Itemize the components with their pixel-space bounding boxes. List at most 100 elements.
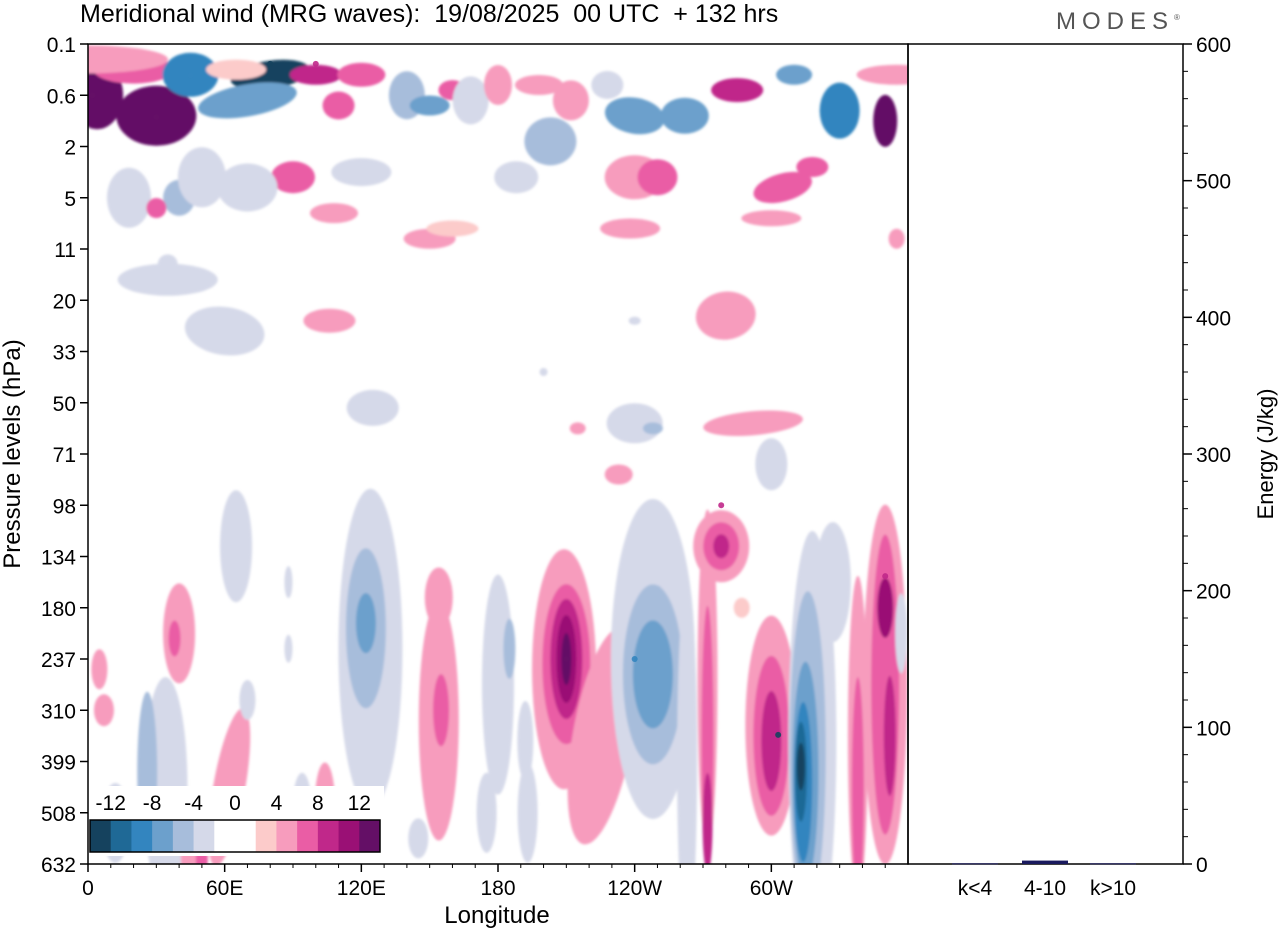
contour-positive [93, 694, 114, 727]
contour-negative [355, 593, 376, 654]
contour-extremum [89, 92, 96, 99]
colorbar-label: -8 [143, 792, 162, 815]
contour-negative [284, 566, 293, 599]
contour-positive [289, 64, 342, 85]
colorbar-swatch [193, 820, 215, 852]
longitude-tick-label: 0 [82, 877, 94, 900]
contour-negative [107, 167, 151, 228]
energy-tick-label: 400 [1196, 307, 1231, 330]
pressure-tick-label: 237 [41, 649, 76, 672]
pressure-tick-label: 0.1 [47, 34, 76, 57]
contour-negative [482, 574, 514, 795]
contour-positive [753, 171, 812, 204]
pressure-tick-label: 632 [41, 854, 76, 877]
energy-tick-label: 300 [1196, 444, 1231, 467]
contour-extremum [563, 656, 570, 662]
contour-positive [796, 157, 829, 177]
contour-positive [337, 62, 386, 87]
longitude-tick-label: 120W [607, 877, 662, 900]
contour-positive [569, 422, 586, 435]
colorbar-swatch [131, 820, 153, 852]
colorbar-label: 8 [312, 792, 324, 815]
contour-extremum [631, 656, 638, 662]
contour-negative [198, 82, 297, 119]
contour-negative [476, 772, 497, 853]
colorbar-swatch [214, 820, 236, 852]
chart-title: Meridional wind (MRG waves): 19/08/2025 … [80, 0, 779, 28]
energy-tick-label: 0 [1196, 854, 1208, 877]
contour-positive [600, 218, 661, 239]
energy-category-label: k<4 [958, 877, 993, 900]
colorbar-swatch [255, 820, 277, 852]
contour-negative [331, 158, 392, 187]
pressure-tick-label: 399 [41, 752, 76, 775]
energy-axis: 0 100 200 300 400 500 600 [1183, 34, 1231, 877]
pressure-tick-label: 508 [41, 803, 76, 826]
pressure-tick-label: 98 [53, 495, 76, 518]
colorbar-label: 0 [229, 792, 241, 815]
contour-positive [515, 75, 563, 95]
contour-negative [494, 161, 539, 194]
energy-tick-label: 100 [1196, 717, 1231, 740]
contour-positive [741, 210, 802, 227]
contour-positive [303, 308, 356, 333]
contour-extremum [775, 731, 782, 738]
pressure-tick-label: 11 [54, 239, 76, 262]
contour-positive [877, 577, 894, 638]
colorbar-label: 12 [348, 792, 371, 815]
contour-negative [651, 585, 664, 610]
contour-negative [517, 762, 538, 863]
pressure-tick-label: 20 [53, 290, 76, 313]
contour-positive [88, 45, 168, 74]
pressure-axis: 0.1 0.6 2 5 11 20 33 50 71 98 134 180 237 310 399 508 63… [41, 34, 88, 877]
energy-tick-label: 200 [1196, 581, 1231, 604]
contour-positive [433, 674, 450, 747]
contour-positive [271, 161, 315, 194]
contour-extremum [882, 573, 889, 580]
energy-bar [952, 863, 998, 865]
longitude-tick-label: 180 [480, 877, 515, 900]
colorbar-swatch [152, 820, 174, 852]
energy-tick-label: 600 [1196, 34, 1231, 57]
pressure-tick-label: 0.6 [47, 85, 76, 108]
contour-negative [217, 163, 278, 212]
contour-negative [503, 618, 516, 679]
colorbar-swatch [235, 820, 257, 852]
longitude-tick-label: 60W [750, 877, 793, 900]
contour-positive [146, 198, 167, 218]
energy-category-label: k>10 [1090, 877, 1136, 900]
energy-tick-label: 500 [1196, 171, 1231, 194]
contour-negative [539, 368, 548, 376]
pressure-tick-label: 134 [41, 547, 76, 570]
contour-negative [895, 593, 908, 674]
colorbar-swatch [297, 820, 319, 852]
contour-negative [776, 64, 813, 85]
colorbar-swatch [276, 820, 298, 852]
colorbar-swatch [110, 820, 132, 852]
longitude-axis: 0 60E 120E 180 120W 60W [82, 864, 886, 900]
contour-negative [220, 490, 253, 603]
contour-negative [409, 95, 450, 116]
contour-positive [552, 80, 589, 121]
contour-negative [604, 97, 665, 135]
y-axis-label: Pressure levels (hPa) [0, 339, 26, 568]
energy-category-label: 4-10 [1024, 877, 1066, 900]
contour-negative [524, 117, 577, 166]
pressure-tick-label: 50 [53, 393, 76, 416]
contour-positive [856, 64, 908, 85]
contour-negative [642, 422, 663, 435]
pressure-tick-label: 2 [64, 137, 76, 160]
contour-positive [713, 534, 730, 559]
colorbar-label: 4 [271, 792, 283, 815]
contour-positive [883, 675, 896, 796]
longitude-tick-label: 120E [337, 877, 386, 900]
longitude-tick-label: 60E [206, 877, 243, 900]
contour-positive [711, 78, 764, 103]
x-axis-label: Longitude [444, 902, 549, 929]
modes-logo: MODES® [1056, 8, 1180, 35]
colorbar-swatch [90, 820, 112, 852]
contour-negative [591, 71, 624, 99]
contour-negative [284, 634, 293, 663]
energy-plot-frame [907, 43, 1184, 865]
